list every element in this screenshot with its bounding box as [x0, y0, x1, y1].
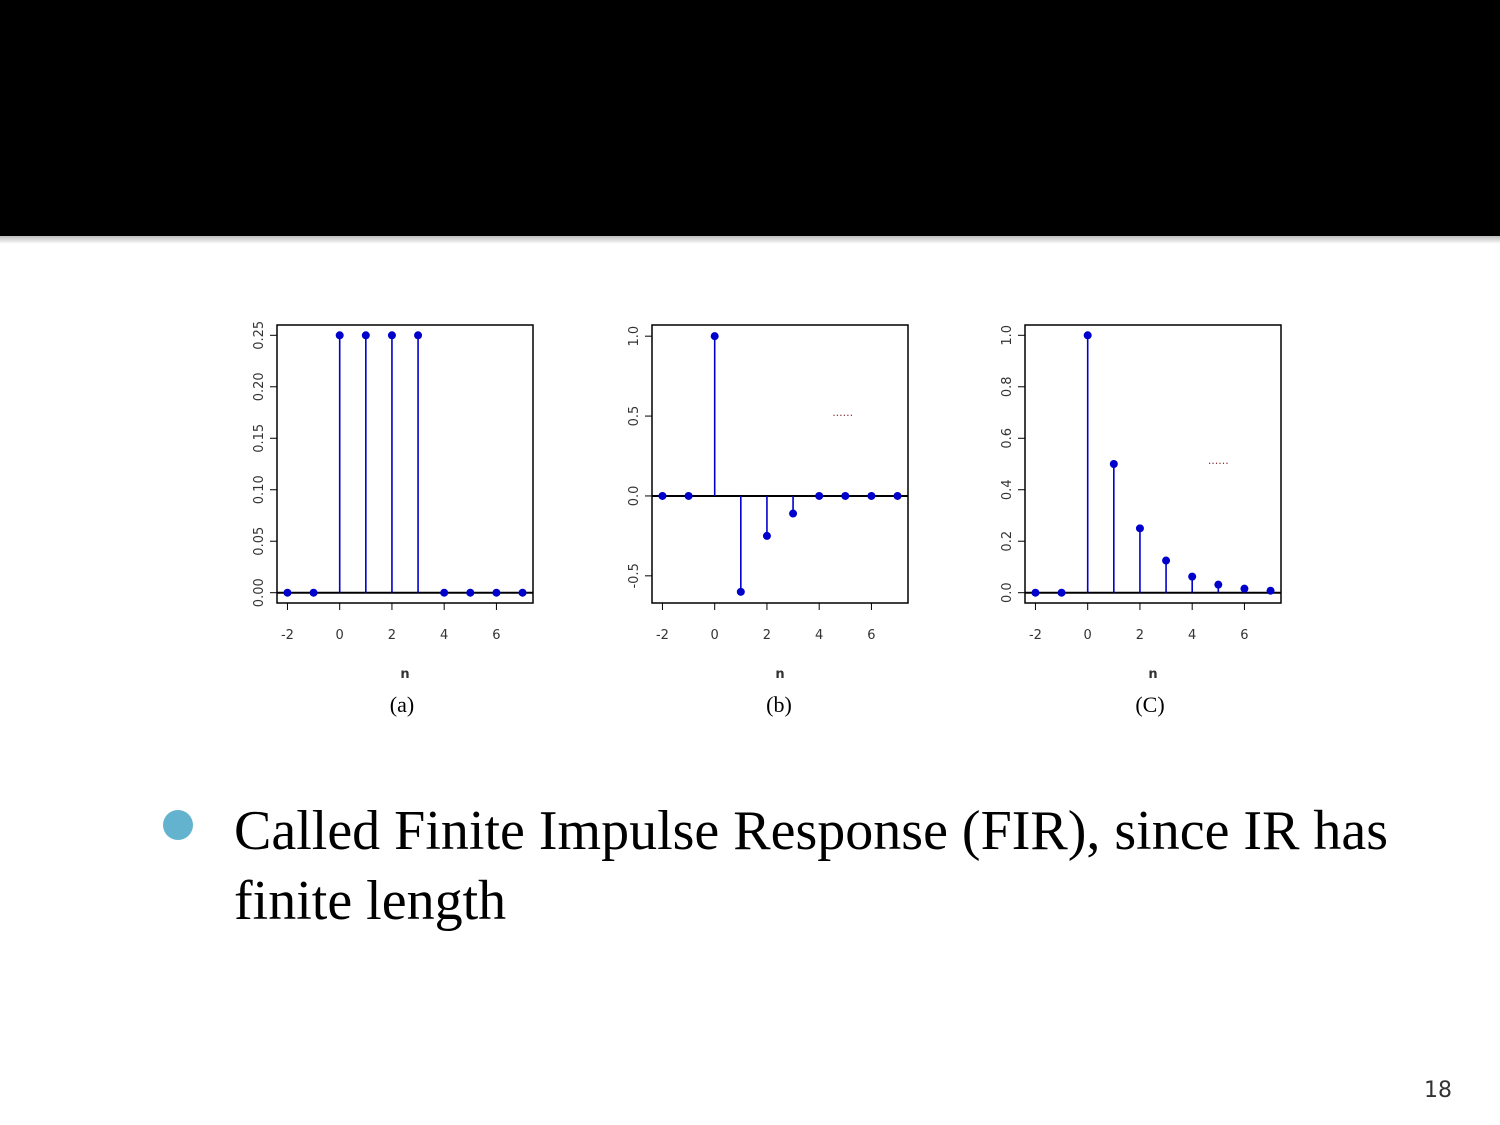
- stem-point: [1214, 580, 1223, 589]
- stem-point: [658, 491, 667, 500]
- x-axis-label: n: [400, 667, 409, 682]
- stem-point: [815, 491, 824, 500]
- y-tick-label: 0.25: [252, 321, 267, 350]
- y-tick-label: 0.4: [1000, 479, 1015, 500]
- stem-point: [710, 332, 719, 341]
- x-tick-label: 0: [1084, 628, 1092, 643]
- x-tick-label: 0: [711, 628, 719, 643]
- x-tick-label: 4: [815, 628, 823, 643]
- stem-point: [335, 331, 344, 340]
- x-tick-label: 6: [1240, 628, 1248, 643]
- y-tick-label: 0.6: [1000, 428, 1015, 449]
- stem-point: [1162, 556, 1171, 565]
- y-tick-label: 0.10: [252, 475, 267, 504]
- stem-point: [1135, 524, 1144, 533]
- x-tick-label: 4: [440, 628, 448, 643]
- plot-frame: [651, 324, 909, 604]
- y-tick-label: 0.0: [627, 486, 642, 507]
- y-tick-label: 0.15: [252, 424, 267, 453]
- caption-c: (C): [1135, 692, 1165, 717]
- caption-a: (a): [389, 692, 415, 717]
- stem-point: [1057, 588, 1066, 597]
- stem-point: [684, 491, 693, 500]
- y-tick-label: 0.0: [1000, 582, 1015, 603]
- stem-point: [789, 509, 798, 518]
- y-tick-label: 0.05: [252, 527, 267, 556]
- stem-point: [1266, 586, 1275, 595]
- y-tick-label: 0.20: [252, 372, 267, 401]
- y-tick-label: 0.00: [252, 578, 267, 607]
- stem-point: [762, 531, 771, 540]
- slide-number: 18: [1424, 1078, 1452, 1103]
- x-tick-label: 6: [492, 628, 500, 643]
- y-tick-label: 0.2: [1000, 531, 1015, 552]
- y-tick-label: 0.5: [627, 406, 642, 427]
- y-tick-label: 1.0: [1000, 325, 1015, 346]
- stem-point: [309, 588, 318, 597]
- continuation-dots: ......: [1208, 454, 1229, 467]
- x-axis-label: n: [775, 667, 784, 682]
- stem-point: [736, 587, 745, 596]
- stem-point: [867, 491, 876, 500]
- stem-point: [361, 331, 370, 340]
- y-tick-label: 1.0: [627, 326, 642, 347]
- stem-point: [518, 588, 527, 597]
- y-tick-label: -0.5: [627, 563, 642, 588]
- x-tick-label: 4: [1188, 628, 1196, 643]
- chart-c: 0.0 0.2 0.4 0.6 0.8 1.0 -2 0 2 4 6 n......: [1000, 324, 1282, 682]
- stem-point: [387, 331, 396, 340]
- stem-point: [414, 331, 423, 340]
- stem-point: [440, 588, 449, 597]
- continuation-dots: ......: [832, 406, 853, 419]
- chart-b: -0.5 0.0 0.5 1.0 -2 0 2 4 6 n......: [627, 324, 909, 682]
- bullet-text: Called Finite Impulse Response (FIR), si…: [234, 800, 1389, 932]
- stem-point: [466, 588, 475, 597]
- stem-point: [1188, 572, 1197, 581]
- x-tick-label: 2: [763, 628, 771, 643]
- stem-point: [893, 491, 902, 500]
- bullet-dot: [163, 810, 193, 840]
- x-tick-label: 6: [867, 628, 875, 643]
- stem-point: [492, 588, 501, 597]
- x-tick-label: 0: [336, 628, 344, 643]
- x-tick-label: 2: [1136, 628, 1144, 643]
- stem-point: [841, 491, 850, 500]
- x-tick-label: 2: [388, 628, 396, 643]
- stem-point: [1031, 588, 1040, 597]
- x-tick-label: -2: [656, 628, 669, 643]
- stem-point: [1109, 460, 1118, 468]
- x-tick-label: -2: [1029, 628, 1042, 643]
- stem-point: [283, 588, 292, 597]
- x-tick-label: -2: [281, 628, 294, 643]
- plot-frame: [1024, 324, 1282, 604]
- x-axis-label: n: [1148, 667, 1157, 682]
- stem-point: [1240, 584, 1249, 593]
- caption-b: (b): [766, 692, 792, 717]
- y-tick-label: 0.8: [1000, 376, 1015, 397]
- chart-a: 0.00 0.05 0.10 0.15 0.20 0.25 -2 0 2 4 6 n: [252, 321, 534, 682]
- header-bar: [0, 0, 1500, 236]
- plot-frame: [276, 324, 534, 604]
- stem-point: [1083, 331, 1092, 340]
- header-divider: [0, 236, 1500, 244]
